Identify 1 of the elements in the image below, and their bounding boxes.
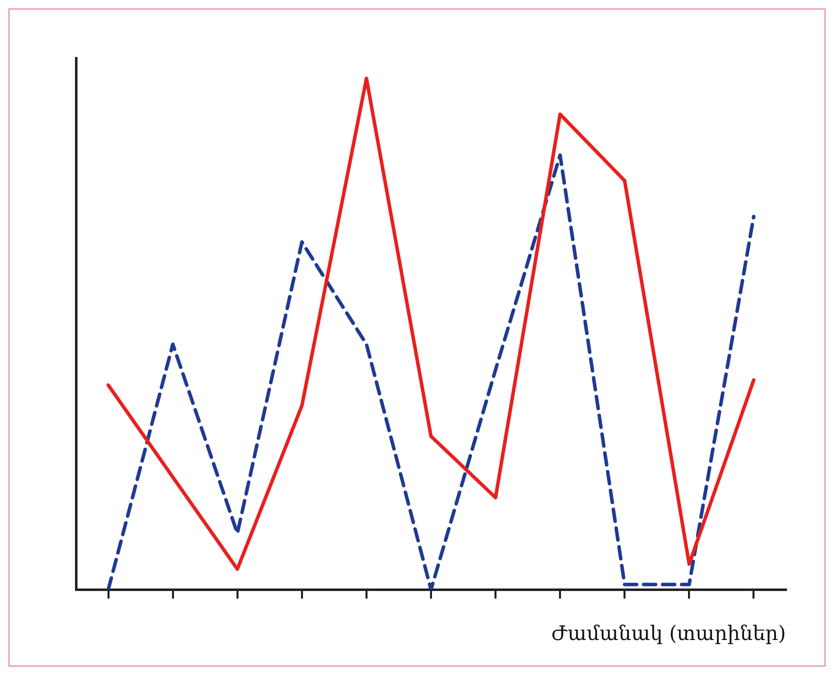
x-axis-title: Ժամանակ (տարիներ): [551, 621, 786, 646]
